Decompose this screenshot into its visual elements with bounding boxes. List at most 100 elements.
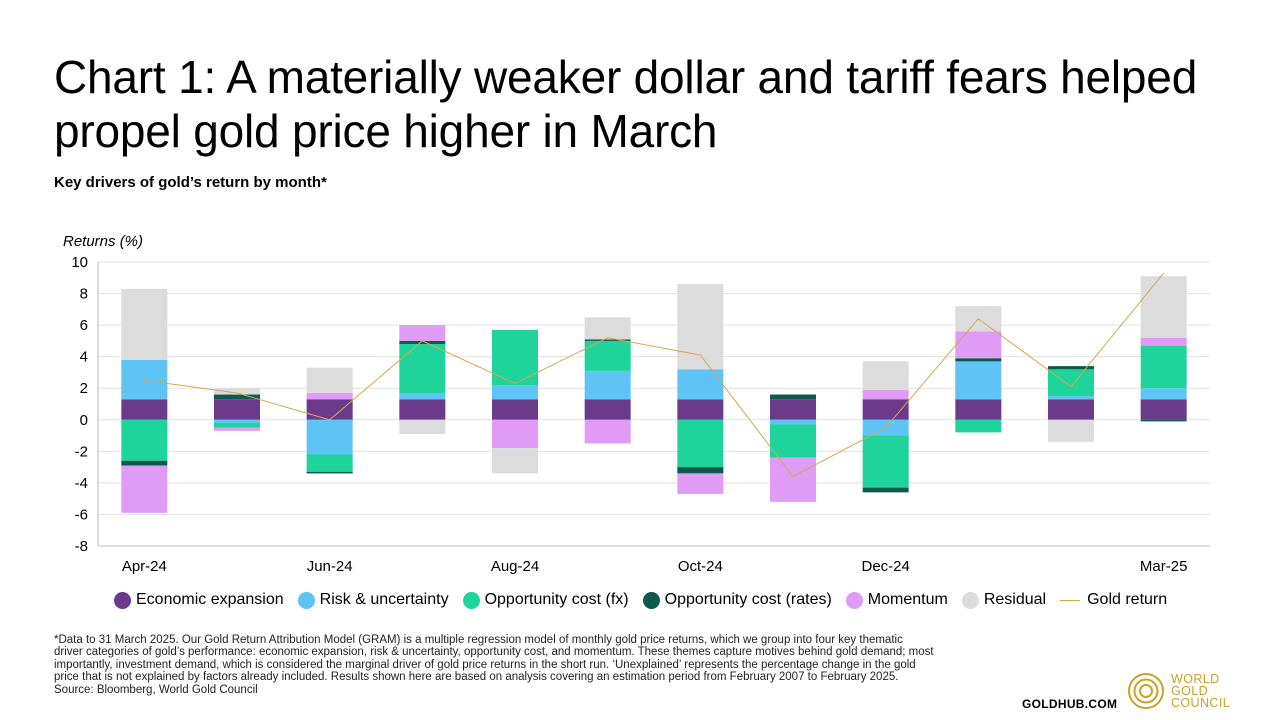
- legend-swatch-opportunity-cost-rates: [642, 591, 660, 609]
- bar-economic-expansion-jun-24: [306, 399, 353, 420]
- bar-momentum-jun-24: [306, 392, 353, 400]
- logo-line-2: GOLD: [1171, 684, 1209, 698]
- y-tick-label: 10: [71, 254, 88, 271]
- bar-economic-expansion-sep-24: [584, 399, 631, 420]
- y-tick-label: 6: [80, 317, 88, 334]
- bar-opportunity-cost-rates-feb-25: [1048, 366, 1094, 370]
- bar-residual-aug-24: [492, 448, 538, 474]
- legend-swatch-gold-return: [1060, 599, 1081, 601]
- bar-opportunity-cost-rates-jun-24: [306, 471, 353, 474]
- bar-residual-dec-24: [862, 361, 909, 390]
- bar-opportunity-cost-rates-jan-25: [955, 358, 1002, 362]
- bar-opportunity-cost-fx-sep-24: [584, 340, 631, 371]
- bar-opportunity-cost-rates-mar-25: [1140, 419, 1187, 422]
- bar-opportunity-cost-fx-apr-24: [121, 419, 168, 461]
- bar-momentum-sep-24: [584, 419, 631, 444]
- legend-swatch-risk-uncertainty: [297, 591, 315, 609]
- bar-opportunity-cost-fx-dec-24: [862, 435, 909, 488]
- bar-risk-uncertainty-nov-24: [770, 419, 816, 425]
- bar-residual-mar-25: [1140, 276, 1187, 338]
- legend-swatch-economic-expansion: [114, 591, 131, 609]
- legend-swatch-opportunity-cost-fx: [462, 591, 480, 609]
- logo-line-1: WORLD: [1171, 672, 1220, 686]
- bar-opportunity-cost-fx-feb-25: [1048, 369, 1094, 397]
- bar-residual-may-24: [214, 388, 260, 395]
- footnote-text: *Data to 31 March 2025. Our Gold Return …: [54, 634, 934, 684]
- bar-opportunity-cost-fx-may-24: [214, 422, 260, 428]
- bar-economic-expansion-jul-24: [399, 399, 446, 420]
- legend-label: Residual: [983, 591, 1047, 608]
- bar-risk-uncertainty-mar-25: [1140, 388, 1187, 400]
- bar-risk-uncertainty-aug-24: [492, 385, 538, 400]
- bar-momentum-nov-24: [770, 457, 816, 502]
- x-tick-label: Jun-24: [307, 558, 353, 575]
- bar-opportunity-cost-rates-may-24: [214, 394, 260, 400]
- bar-residual-jul-24: [399, 419, 446, 434]
- bar-economic-expansion-may-24: [214, 399, 260, 420]
- legend-item-momentum: Momentum: [845, 591, 948, 609]
- bar-opportunity-cost-rates-dec-24: [862, 487, 909, 493]
- bar-opportunity-cost-rates-apr-24: [121, 460, 168, 466]
- bar-risk-uncertainty-jan-25: [955, 361, 1002, 400]
- legend-label: Economic expansion: [136, 591, 284, 608]
- goldhub-link[interactable]: GOLDHUB.COM: [1022, 697, 1118, 711]
- bar-momentum-dec-24: [862, 389, 909, 400]
- bars: [121, 276, 1187, 513]
- y-axis-label: Returns (%): [63, 233, 144, 250]
- bar-economic-expansion-mar-25: [1140, 399, 1187, 420]
- y-tick-label: -4: [75, 475, 88, 492]
- bar-risk-uncertainty-jun-24: [306, 419, 353, 455]
- bar-residual-jun-24: [306, 367, 353, 393]
- legend-label: Opportunity cost (fx): [484, 591, 629, 608]
- bar-opportunity-cost-rates-jul-24: [399, 340, 446, 345]
- legend: Economic expansion Risk & uncertainty Op…: [114, 590, 1167, 610]
- bar-economic-expansion-jan-25: [955, 399, 1002, 420]
- bar-momentum-aug-24: [492, 419, 538, 449]
- bar-momentum-apr-24: [121, 465, 168, 513]
- bar-risk-uncertainty-oct-24: [677, 369, 724, 400]
- bar-risk-uncertainty-feb-25: [1048, 396, 1094, 400]
- y-tick-label: 2: [80, 380, 88, 397]
- bar-risk-uncertainty-jul-24: [399, 392, 446, 400]
- legend-label: Momentum: [867, 591, 948, 608]
- bar-opportunity-cost-rates-oct-24: [677, 467, 724, 474]
- source-text: Source: Bloomberg, World Gold Council: [54, 683, 258, 696]
- y-tick-label: -2: [75, 443, 88, 460]
- bar-opportunity-cost-fx-oct-24: [677, 419, 724, 468]
- bar-economic-expansion-apr-24: [121, 399, 168, 420]
- bar-opportunity-cost-fx-nov-24: [770, 424, 816, 458]
- bar-economic-expansion-nov-24: [770, 399, 816, 420]
- bar-residual-feb-25: [1048, 419, 1094, 442]
- bar-economic-expansion-aug-24: [492, 399, 538, 420]
- bar-opportunity-cost-rates-sep-24: [584, 339, 631, 341]
- chart-subtitle: Key drivers of gold’s return by month*: [54, 174, 327, 191]
- x-tick-label: Dec-24: [861, 558, 909, 575]
- legend-item-opportunity-cost-rates: Opportunity cost (rates): [642, 591, 832, 609]
- logo-line-3: COUNCIL: [1171, 696, 1231, 710]
- legend-item-risk-uncertainty: Risk & uncertainty: [297, 591, 449, 609]
- bar-risk-uncertainty-may-24: [214, 419, 260, 423]
- y-tick-label: 0: [80, 412, 88, 429]
- bar-residual-sep-24: [584, 317, 631, 340]
- legend-swatch-residual: [961, 591, 979, 609]
- legend-swatch-momentum: [845, 591, 863, 609]
- legend-label: Opportunity cost (rates): [664, 591, 832, 608]
- bar-economic-expansion-oct-24: [677, 399, 724, 420]
- gold-return-line: [144, 272, 1165, 478]
- world-gold-council-logo: WORLD GOLD COUNCIL: [1127, 671, 1230, 711]
- bar-opportunity-cost-fx-mar-25: [1140, 345, 1187, 389]
- bar-momentum-jul-24: [399, 325, 446, 341]
- bar-momentum-jan-25: [955, 331, 1002, 359]
- legend-label: Gold return: [1087, 591, 1168, 608]
- y-tick-label: 4: [80, 349, 88, 366]
- footnote: *Data to 31 March 2025. Our Gold Return …: [54, 634, 934, 696]
- x-tick-label: Oct-24: [678, 558, 723, 575]
- bar-residual-apr-24: [121, 288, 168, 360]
- bar-economic-expansion-feb-25: [1048, 399, 1094, 420]
- x-tick-label: Apr-24: [122, 558, 167, 575]
- wgc-rings-icon: [1128, 673, 1164, 709]
- bar-opportunity-cost-fx-jun-24: [306, 454, 353, 472]
- legend-item-economic-expansion: Economic expansion: [114, 591, 284, 609]
- bar-residual-oct-24: [677, 284, 724, 370]
- bar-risk-uncertainty-apr-24: [121, 359, 168, 400]
